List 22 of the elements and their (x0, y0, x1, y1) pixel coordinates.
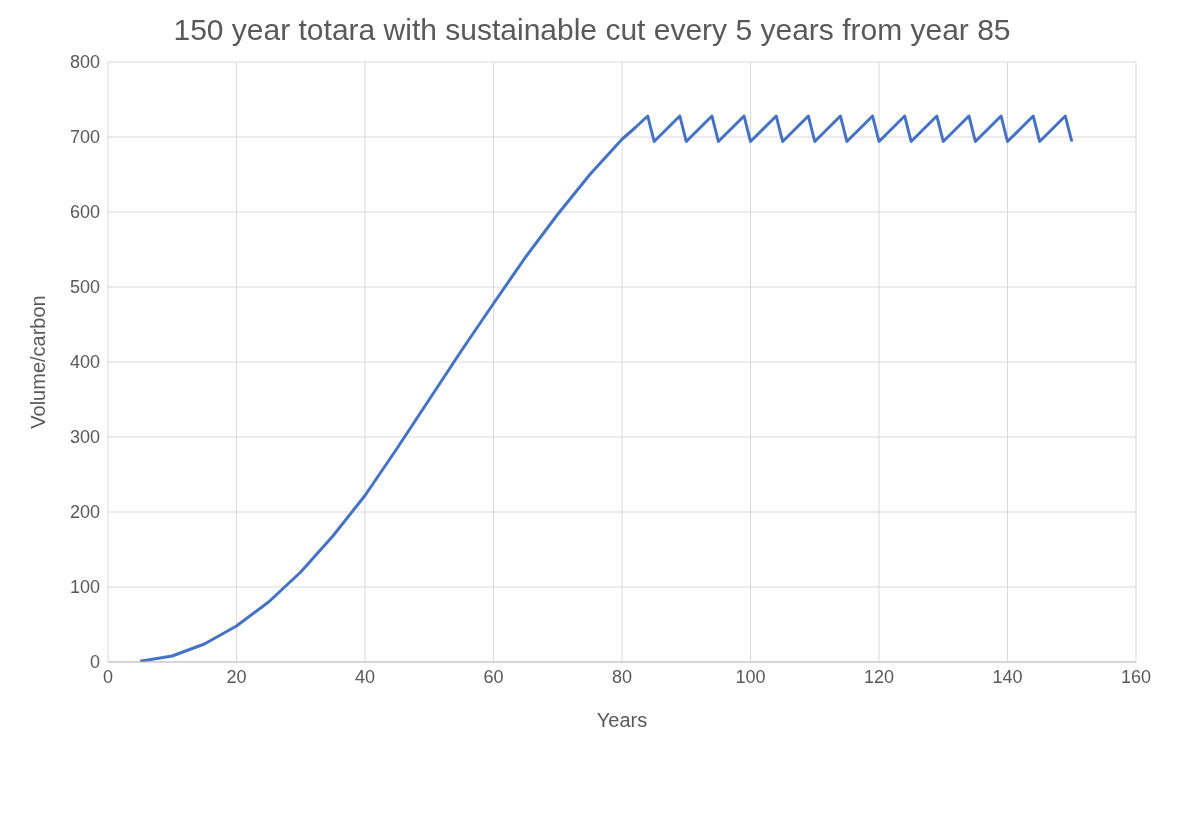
x-tick-label: 60 (483, 666, 504, 687)
x-tick-label: 120 (863, 666, 895, 687)
x-axis-title: Years (596, 709, 648, 731)
y-tick-label: 700 (69, 127, 100, 148)
x-tick-label: 80 (611, 666, 633, 687)
x-tick-label: 140 (992, 666, 1023, 687)
x-tick-label: 20 (226, 666, 247, 687)
y-axis-title: Volume/carbon (27, 295, 50, 429)
x-tick-label: 100 (735, 666, 766, 687)
y-tick-label: 0 (89, 652, 100, 673)
y-tick-label: 400 (69, 352, 100, 373)
y-tick-label: 100 (69, 577, 100, 598)
y-tick-label: 300 (69, 427, 100, 448)
y-tick-label: 500 (69, 277, 100, 298)
x-tick-label: 0 (102, 666, 114, 687)
y-tick-label: 600 (69, 202, 100, 223)
x-tick-label: 160 (1120, 666, 1152, 687)
line-series (138, 114, 1074, 662)
x-tick-label: 40 (354, 666, 376, 687)
y-tick-label: 200 (69, 502, 100, 523)
y-tick-label: 800 (69, 52, 100, 73)
chart-title: 150 year totara with sustainable cut every 5 years from year 85 (172, 12, 1012, 48)
